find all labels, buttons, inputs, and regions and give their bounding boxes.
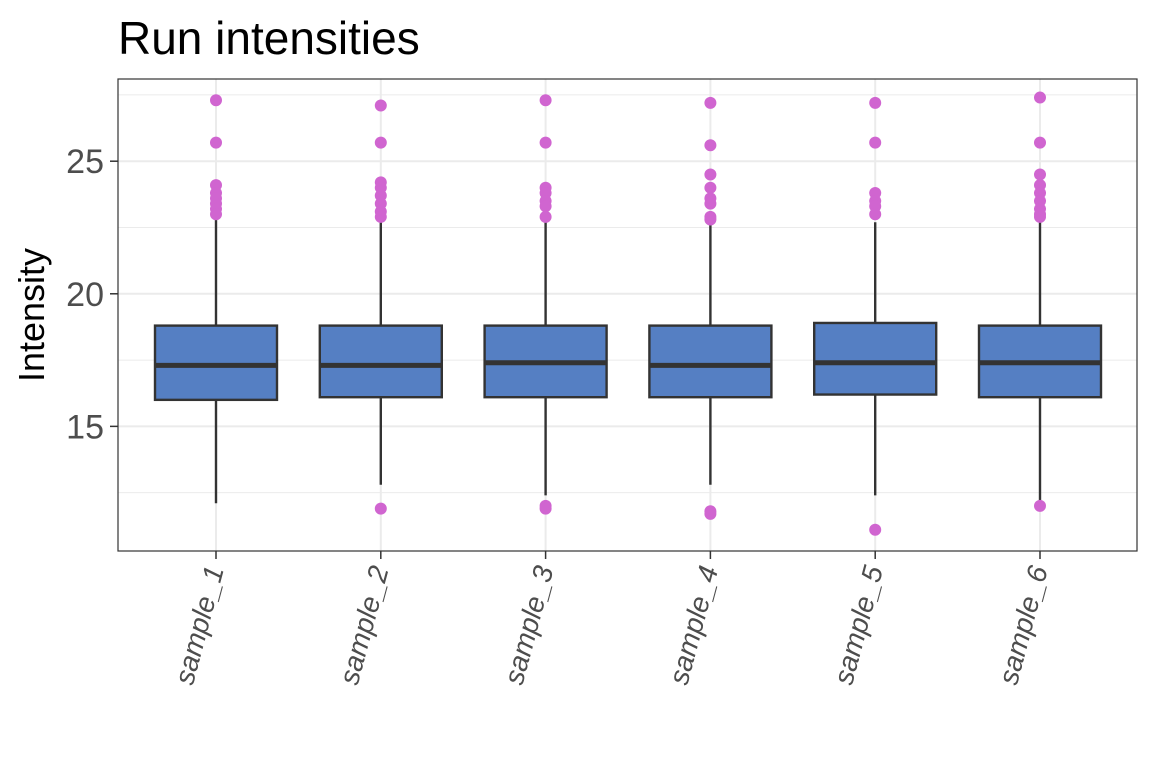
outlier-point [374, 210, 387, 223]
plot-panel-border [117, 78, 1138, 552]
outlier-point [704, 507, 717, 520]
y-tick-label: 25 [66, 143, 104, 181]
iqr-box [318, 324, 443, 399]
outlier-point [539, 502, 552, 515]
iqr-box [648, 324, 773, 399]
outlier-point [539, 210, 552, 223]
outlier-point [869, 523, 882, 536]
y-axis-label: Intensity [11, 248, 52, 382]
outlier-point [539, 200, 552, 213]
box-sample_4 [648, 222, 773, 485]
x-tick-label: sample_4 [663, 563, 724, 688]
outlier-point [704, 139, 717, 152]
grid [118, 79, 1137, 551]
box-sample_1 [153, 216, 279, 504]
x-tick-label: sample_3 [498, 562, 559, 688]
outlier-point [1034, 168, 1046, 181]
outlier-point [704, 181, 717, 194]
outlier-point [1034, 210, 1046, 223]
y-tick-label: 15 [66, 408, 104, 446]
outlier-point [374, 502, 387, 515]
axes: 15 20 25 sample_1 sample_2 sample_3 sample_4 sa… [66, 143, 1054, 688]
box-sample_5 [813, 222, 938, 496]
iqr-box [813, 321, 938, 396]
outlier-point [210, 94, 222, 107]
outlier-point [374, 99, 387, 112]
x-tick-label: sample_1 [168, 563, 229, 688]
outlier-point [704, 96, 717, 109]
box-sample_3 [483, 222, 608, 496]
outlier-point [210, 208, 222, 221]
chart-title: Run intensities [118, 12, 420, 64]
outlier-point [210, 136, 222, 149]
x-tick-label: sample_5 [828, 562, 889, 688]
outlier-point [1034, 91, 1046, 104]
box-sample_6 [977, 219, 1103, 504]
outlier-point [539, 136, 552, 149]
x-tick-label: sample_2 [333, 562, 394, 688]
outlier-point [704, 213, 717, 226]
outlier-point [869, 136, 882, 149]
outlier-point [869, 208, 882, 221]
iqr-box [153, 324, 279, 402]
y-tick-label: 20 [66, 276, 104, 314]
outlier-point [539, 94, 552, 107]
x-tick-label: sample_6 [992, 562, 1053, 688]
outlier-point [1034, 499, 1046, 512]
outlier-point [704, 168, 717, 181]
box-sample_2 [318, 222, 443, 485]
outlier-point [374, 136, 387, 149]
outlier-point [1034, 136, 1046, 149]
outlier-point [869, 96, 882, 109]
outlier-layer [210, 91, 1046, 536]
outlier-point [704, 197, 717, 210]
box-layer [153, 216, 1103, 504]
